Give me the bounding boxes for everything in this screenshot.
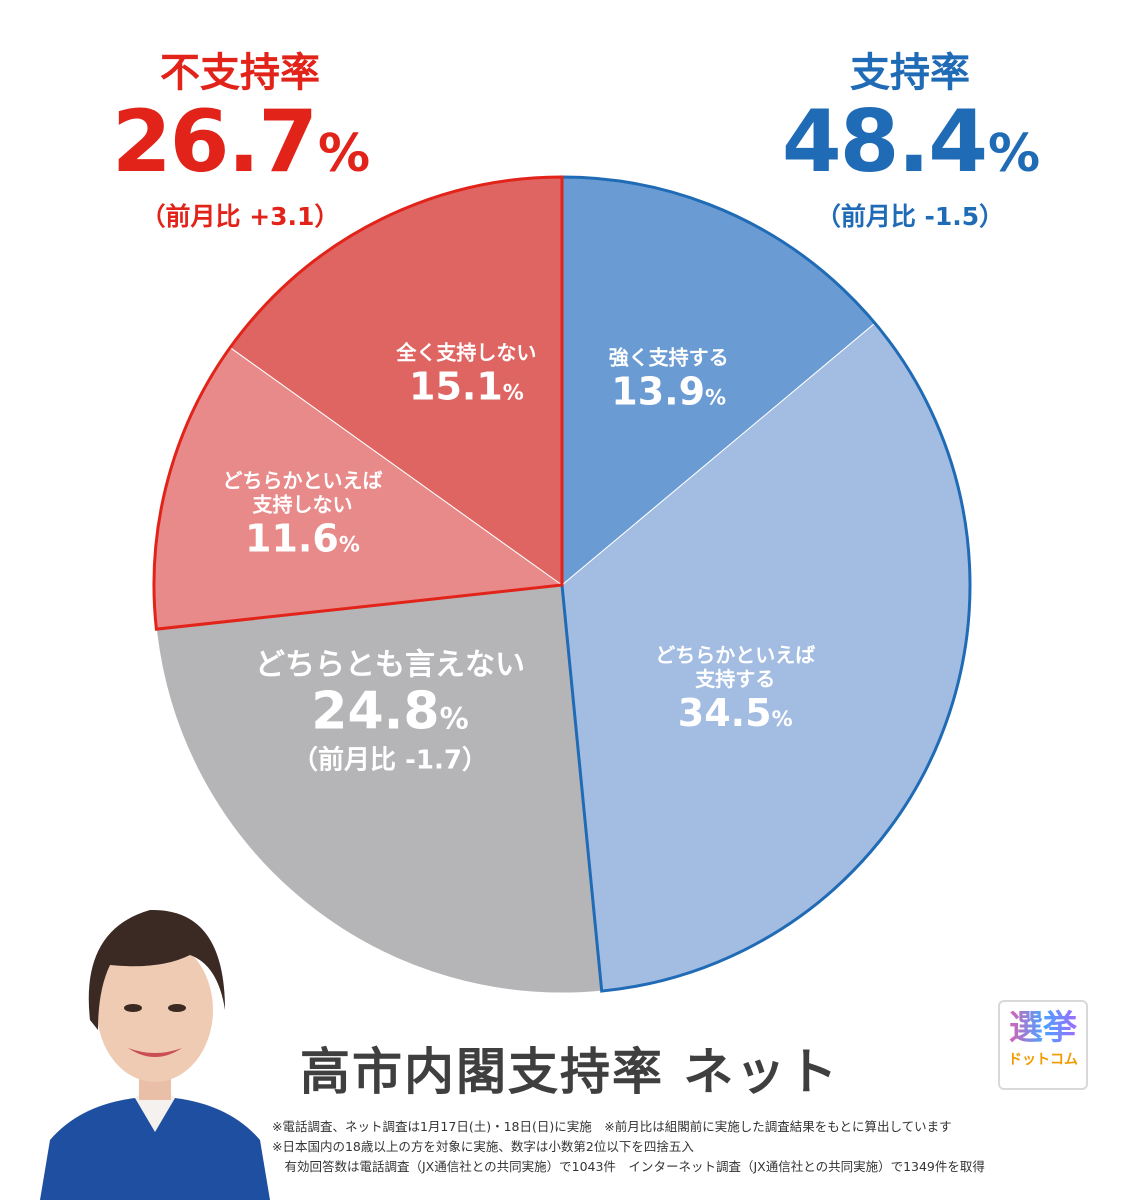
slice-label-0: 強く支持する: [609, 346, 729, 370]
footnote-3: 有効回答数は電話調査（JX通信社との共同実施）で1043件 インターネット調査（…: [272, 1159, 985, 1174]
approval-value: 48.4: [781, 92, 988, 192]
slice-value-3: 11.6%: [245, 517, 360, 561]
approve-group-outline: [560, 175, 972, 993]
footnote-1: ※電話調査、ネット調査は1月17日(土)・18日(日)に実施 ※前月比は組閣前に…: [272, 1119, 952, 1134]
slice-label-3: どちらかといえば支持しない: [222, 469, 382, 517]
portrait-photo: [40, 909, 270, 1200]
slice-label-1: どちらかといえば支持する: [655, 643, 815, 691]
footnotes: ※電話調査、ネット調査は1月17日(土)・18日(日)に実施 ※前月比は組閣前に…: [272, 1117, 1102, 1177]
disapproval-summary: 不支持率 26.7% （前月比 +3.1）: [100, 50, 380, 232]
chart-title: 高市内閣支持率 ネット: [300, 1043, 840, 1101]
approval-unit: %: [988, 124, 1040, 184]
disapprove-group-outline: [152, 175, 564, 631]
slice-value-4: 15.1%: [409, 364, 524, 408]
slice-value-1: 34.5%: [678, 691, 793, 735]
logo-line2: ドットコム: [1008, 1052, 1078, 1068]
logo-line1: 選挙: [1000, 1006, 1086, 1050]
approval-summary: 支持率 48.4% （前月比 -1.5）: [760, 50, 1060, 232]
slice-change-2: （前月比 -1.7）: [292, 744, 488, 775]
disapproval-value-line: 26.7%: [100, 96, 380, 200]
disapproval-value: 26.7: [111, 92, 318, 192]
slice-label-2: どちらとも言えない: [255, 647, 525, 682]
slice-label-4: 全く支持しない: [395, 340, 536, 364]
slice-value-2: 24.8%: [311, 681, 468, 741]
pie-slice-2: [155, 584, 603, 994]
approval-label: 支持率: [850, 50, 970, 96]
slice-value-0: 13.9%: [611, 370, 726, 414]
footnote-2: ※日本国内の18歳以上の方を対象に実施、数字は小数第2位以下を四捨五入: [272, 1139, 694, 1154]
approval-value-line: 48.4%: [760, 96, 1060, 200]
disapproval-unit: %: [318, 124, 370, 184]
disapproval-change: （前月比 +3.1）: [140, 202, 340, 231]
disapproval-label: 不支持率: [160, 50, 320, 96]
senkyo-dotcom-logo: 選挙 ドットコム: [998, 1000, 1088, 1090]
approval-change: （前月比 -1.5）: [815, 202, 1005, 231]
